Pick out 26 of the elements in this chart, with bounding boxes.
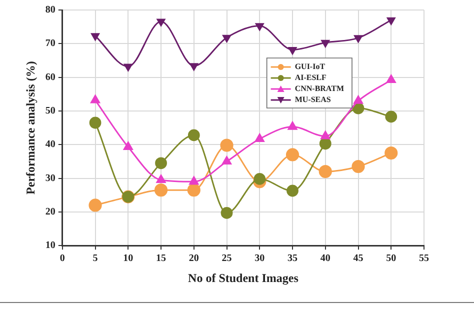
- legend-label: GUI-IoT: [294, 62, 326, 72]
- x-tick-label: 40: [320, 253, 330, 264]
- legend-label: CNN-BRATM: [294, 84, 344, 94]
- x-tick-label: 45: [353, 253, 364, 264]
- y-tick-label: 20: [45, 206, 56, 218]
- x-tick-label: 0: [60, 253, 65, 264]
- x-tick-label: 25: [222, 253, 232, 264]
- legend-label: AI-ESLF: [294, 73, 326, 82]
- y-tick-label: 10: [45, 240, 56, 252]
- y-tick-label: 40: [45, 139, 56, 150]
- x-tick-label: 55: [419, 253, 429, 264]
- x-tick-label: 10: [123, 253, 134, 264]
- x-tick-label: 30: [254, 253, 265, 264]
- y-axis-title: Performance analysis (%): [23, 61, 38, 194]
- y-tick-label: 70: [45, 38, 56, 50]
- x-axis-title: No of Student Images: [188, 270, 299, 285]
- x-tick-label: 15: [156, 253, 166, 264]
- y-tick-label: 50: [45, 106, 56, 117]
- legend-label: MU-SEAS: [294, 95, 332, 104]
- x-tick-label: 20: [188, 253, 199, 264]
- x-tick-label: 5: [92, 253, 98, 264]
- y-tick-label: 60: [45, 72, 56, 83]
- x-tick-label: 50: [386, 253, 396, 264]
- x-tick-label: 35: [288, 253, 298, 264]
- y-tick-label: 80: [45, 4, 56, 16]
- y-tick-label: 30: [45, 172, 56, 184]
